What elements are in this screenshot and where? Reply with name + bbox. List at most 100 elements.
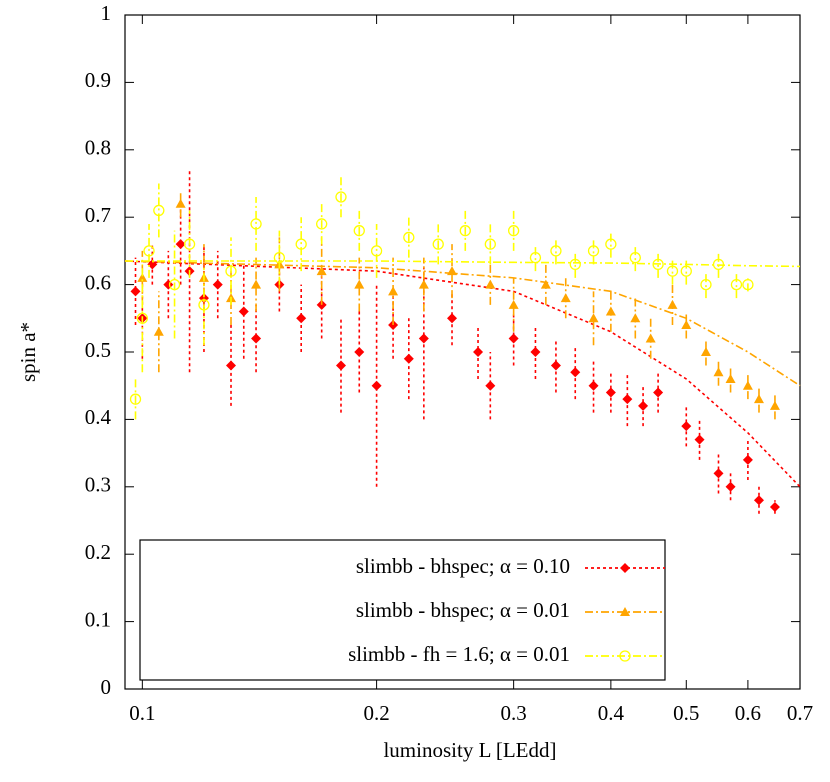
point — [175, 239, 186, 250]
y-tick-label: 1 — [101, 1, 112, 25]
series — [124, 190, 801, 420]
y-tick-label: 0.2 — [85, 540, 111, 564]
plot-area — [124, 170, 801, 514]
point — [459, 225, 471, 237]
series — [124, 170, 801, 514]
point — [605, 387, 616, 398]
point — [250, 218, 262, 230]
fit-line — [125, 260, 801, 268]
point — [605, 306, 616, 316]
x-tick-label: 0.7 — [787, 701, 813, 725]
point — [730, 278, 743, 291]
y-tick-label: 0.6 — [85, 270, 111, 294]
point — [550, 245, 562, 257]
point — [769, 400, 780, 410]
point — [143, 245, 155, 257]
x-tick-label: 0.3 — [501, 701, 527, 725]
point — [251, 333, 262, 344]
legend-marker — [619, 650, 631, 662]
point — [370, 245, 383, 257]
point — [175, 198, 186, 208]
point — [629, 251, 641, 264]
point — [550, 360, 561, 371]
fit-line — [124, 260, 801, 488]
point — [130, 286, 141, 297]
point — [447, 313, 458, 324]
point — [485, 279, 496, 289]
point — [529, 251, 542, 264]
point — [630, 313, 641, 323]
y-tick-label: 0.7 — [85, 203, 111, 227]
legend: slimbb - bhspec; α = 0.10 slimbb - bhspec… — [139, 539, 666, 681]
y-tick-label: 0.4 — [85, 405, 112, 429]
point — [484, 238, 496, 250]
point — [507, 225, 520, 237]
point — [212, 279, 223, 290]
point — [153, 204, 165, 217]
point — [335, 360, 346, 371]
point — [226, 360, 237, 371]
point — [680, 265, 692, 277]
point — [136, 312, 148, 324]
point — [588, 380, 599, 391]
legend-marker — [620, 607, 630, 616]
point — [354, 347, 365, 357]
point — [418, 333, 429, 344]
point — [485, 380, 496, 391]
point — [694, 434, 705, 445]
point — [569, 258, 581, 271]
point — [353, 225, 365, 237]
point — [296, 313, 307, 324]
point — [473, 347, 484, 357]
point — [605, 238, 617, 250]
point — [638, 400, 649, 411]
point — [508, 299, 519, 309]
point — [316, 266, 327, 276]
point — [713, 468, 724, 479]
point — [753, 495, 764, 506]
point — [335, 191, 347, 203]
point — [168, 278, 181, 291]
point — [700, 278, 712, 291]
point — [653, 387, 664, 398]
series — [125, 176, 801, 420]
point — [725, 481, 736, 492]
point — [183, 238, 196, 250]
legend-label: slimbb - bhspec; α = 0.01 — [356, 598, 570, 622]
point — [667, 299, 678, 309]
x-tick-label: 0.5 — [673, 701, 699, 725]
point — [681, 421, 692, 432]
point — [622, 394, 633, 405]
point — [742, 380, 753, 390]
y-tick-label: 0.1 — [85, 607, 111, 631]
y-axis-label: spin a* — [16, 322, 40, 382]
y-tick-label: 0.9 — [85, 68, 111, 92]
point — [273, 251, 286, 264]
legend-label: slimbb - bhspec; α = 0.10 — [356, 554, 570, 578]
point — [432, 238, 444, 250]
x-tick-label: 0.6 — [735, 701, 761, 725]
x-tick-label: 0.1 — [129, 701, 155, 725]
legend-label: slimbb - fh = 1.6; α = 0.01 — [348, 642, 570, 666]
legend-box — [139, 539, 666, 681]
y-tick-label: 0 — [101, 675, 112, 699]
point — [742, 454, 753, 465]
point — [725, 373, 736, 383]
point — [540, 279, 551, 289]
point — [388, 286, 399, 296]
point — [137, 272, 148, 282]
point — [588, 313, 599, 323]
point — [225, 265, 237, 277]
point — [587, 245, 600, 257]
point — [530, 347, 541, 357]
legend-marker — [620, 563, 630, 573]
point — [645, 333, 656, 343]
point — [769, 502, 780, 513]
point — [403, 353, 414, 364]
point — [713, 367, 724, 377]
point — [418, 279, 429, 289]
x-tick-label: 0.4 — [598, 701, 625, 725]
point — [198, 299, 210, 311]
x-tick-label: 0.2 — [363, 701, 389, 725]
point — [700, 347, 711, 356]
